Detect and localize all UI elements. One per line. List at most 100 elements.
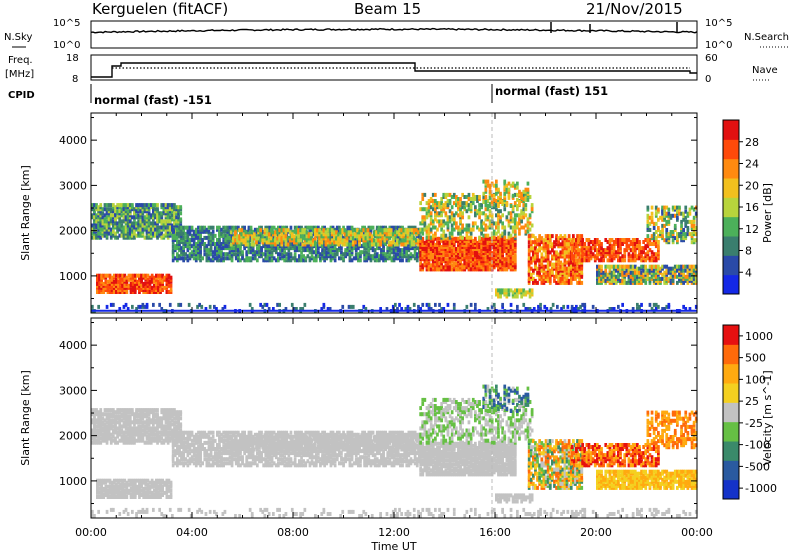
power-cell [474,236,477,241]
power-cell [427,267,431,272]
power-cell [440,238,444,243]
power-cell [661,234,664,239]
power-cell [199,225,202,230]
power-cell [173,215,176,220]
power-cell [213,233,217,238]
power-cell [650,205,654,210]
power-cell [484,217,488,222]
power-cell [116,221,120,226]
power-cell [572,264,575,269]
power-cell [471,257,475,262]
power-cell [298,244,301,249]
power-cell [495,199,498,203]
power-cell [396,225,400,230]
power-cell [220,252,223,257]
power-cell [186,244,190,249]
power-cell [149,231,153,236]
power-cell [359,250,362,255]
power-cell [452,192,456,197]
power-cell [463,236,467,241]
power-cell [448,247,452,251]
power-cell [527,252,531,257]
power-cell [362,234,366,239]
power-cell [423,251,427,256]
power-cell [192,256,196,261]
power-cell [450,238,454,243]
power-cell [127,283,131,288]
power-cell [145,235,149,240]
power-cell [152,233,155,238]
power-cell [128,211,132,216]
power-cell [356,236,359,241]
power-cell [354,252,358,257]
power-cell [341,304,345,309]
power-cell [476,199,479,203]
power-cell [509,204,513,208]
power-cell [563,272,567,277]
power-cell [246,236,250,241]
power-cell [192,244,196,249]
power-cell [265,228,269,233]
power-cell [412,236,416,241]
power-cell [160,217,164,222]
power-cell [149,223,153,228]
power-cell [544,276,548,281]
power-cell [492,205,496,210]
power-cell [224,227,228,232]
power-cell [272,230,275,235]
power-cell [213,252,217,257]
power-cell [108,273,112,278]
power-cell [299,238,303,243]
power-cell [565,238,569,243]
power-cell [341,238,345,243]
power-cell [135,221,138,226]
power-cell [131,223,134,228]
power-cell [261,238,265,243]
power-cell [448,219,452,224]
power-cell [602,258,606,263]
power-cell [467,267,471,272]
power-cell [284,240,288,245]
power-cell [585,238,589,242]
power-cell [213,256,217,261]
power-cell [434,245,437,249]
power-cell [604,238,608,242]
noise-panel-frame [90,20,698,49]
power-cell [118,203,122,208]
power-cell [490,213,494,218]
power-cell [259,228,263,233]
power-cell [574,266,577,271]
power-cell [177,217,181,222]
power-cell [124,225,128,230]
power-cell [186,238,190,242]
power-cell [133,221,136,226]
power-cell [482,255,486,260]
power-cell [419,221,423,226]
power-cell [137,223,141,228]
power-cell [203,227,207,232]
power-cell [307,236,311,241]
power-cell [337,242,340,247]
power-cell [505,202,509,206]
power-cell [175,219,178,224]
power-cell [329,248,333,253]
power-cell [142,288,146,292]
power-cell [304,225,308,230]
power-cell [524,189,528,194]
power-cell [457,251,460,256]
power-cell [492,221,496,226]
power-cell [524,213,528,218]
power-cell [463,245,467,249]
power-cell [128,203,132,208]
power-cell [317,250,320,255]
power-cell [457,255,460,260]
power-cell [511,245,515,249]
power-cell [241,225,244,230]
power-cell [148,285,152,290]
power-cell [434,201,437,206]
power-cell [518,200,521,204]
power-cell [440,213,444,218]
power-cell [138,281,141,286]
power-cell [527,240,531,245]
power-cell [133,231,136,236]
